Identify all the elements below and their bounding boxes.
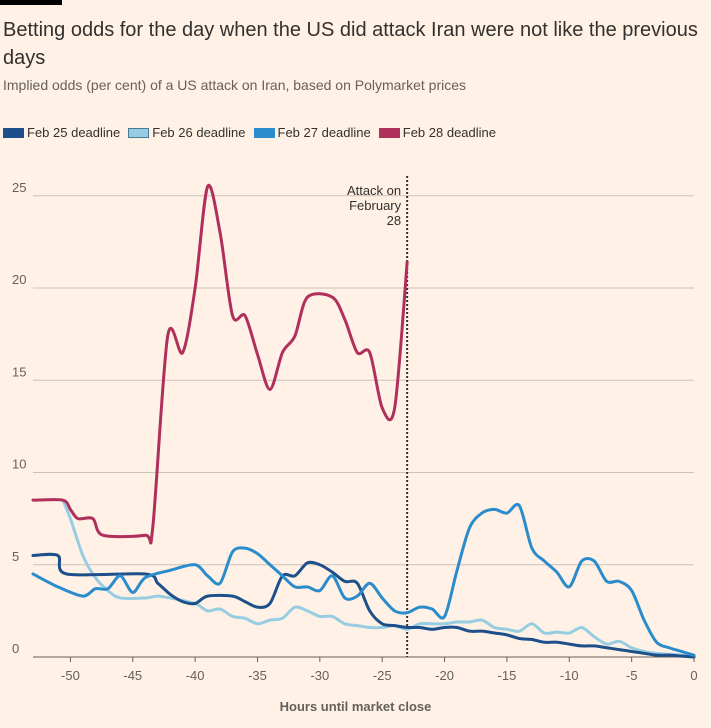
series-line-feb-26-deadline [61, 498, 696, 659]
legend-item: Feb 26 deadline [128, 125, 246, 140]
x-tick-label: 0 [690, 668, 697, 683]
series-line-feb-27-deadline [31, 502, 696, 657]
legend-label: Feb 28 deadline [402, 125, 496, 140]
legend-swatch [3, 127, 24, 138]
legend-item: Feb 25 deadline [3, 125, 120, 140]
legend-swatch [128, 127, 150, 138]
y-tick-label: 0 [12, 641, 19, 656]
legend-item: Feb 27 deadline [253, 125, 371, 140]
x-axis-label: Hours until market close [279, 699, 432, 714]
chart-subtitle: Implied odds (per cent) of a US attack o… [3, 77, 467, 93]
x-tick-label: -50 [61, 668, 80, 683]
y-tick-label: 5 [12, 549, 19, 564]
y-tick-label: 20 [12, 272, 26, 287]
x-tick-label: -20 [435, 668, 454, 683]
legend-label: Feb 26 deadline [152, 125, 246, 140]
annotation-label: Attack on [347, 183, 401, 198]
legend-swatch [253, 127, 275, 138]
legend-label: Feb 25 deadline [27, 125, 121, 140]
x-tick-label: -40 [186, 668, 205, 683]
x-tick-label: -10 [560, 668, 579, 683]
annotation-label: 28 [387, 213, 401, 228]
annotation-label: February [349, 198, 402, 213]
series-line-feb-25-deadline [31, 552, 696, 659]
legend-label: Feb 27 deadline [277, 125, 371, 140]
legend: Feb 25 deadline Feb 26 deadline Feb 27 dea… [3, 125, 496, 140]
legend-item: Feb 28 deadline [378, 125, 496, 140]
y-tick-label: 10 [12, 457, 26, 472]
x-tick-label: -15 [498, 668, 517, 683]
x-tick-label: -45 [123, 668, 142, 683]
x-tick-label: -25 [373, 668, 392, 683]
brand-bar [0, 0, 62, 5]
series-line-feb-28-deadline [31, 183, 409, 545]
y-tick-label: 15 [12, 364, 26, 379]
x-tick-label: -35 [248, 668, 267, 683]
legend-swatch [378, 127, 400, 138]
x-tick-label: -30 [310, 668, 329, 683]
x-tick-label: -5 [626, 668, 638, 683]
y-tick-label: 25 [12, 180, 26, 195]
chart-title: Betting odds for the day when the US did… [3, 19, 698, 69]
